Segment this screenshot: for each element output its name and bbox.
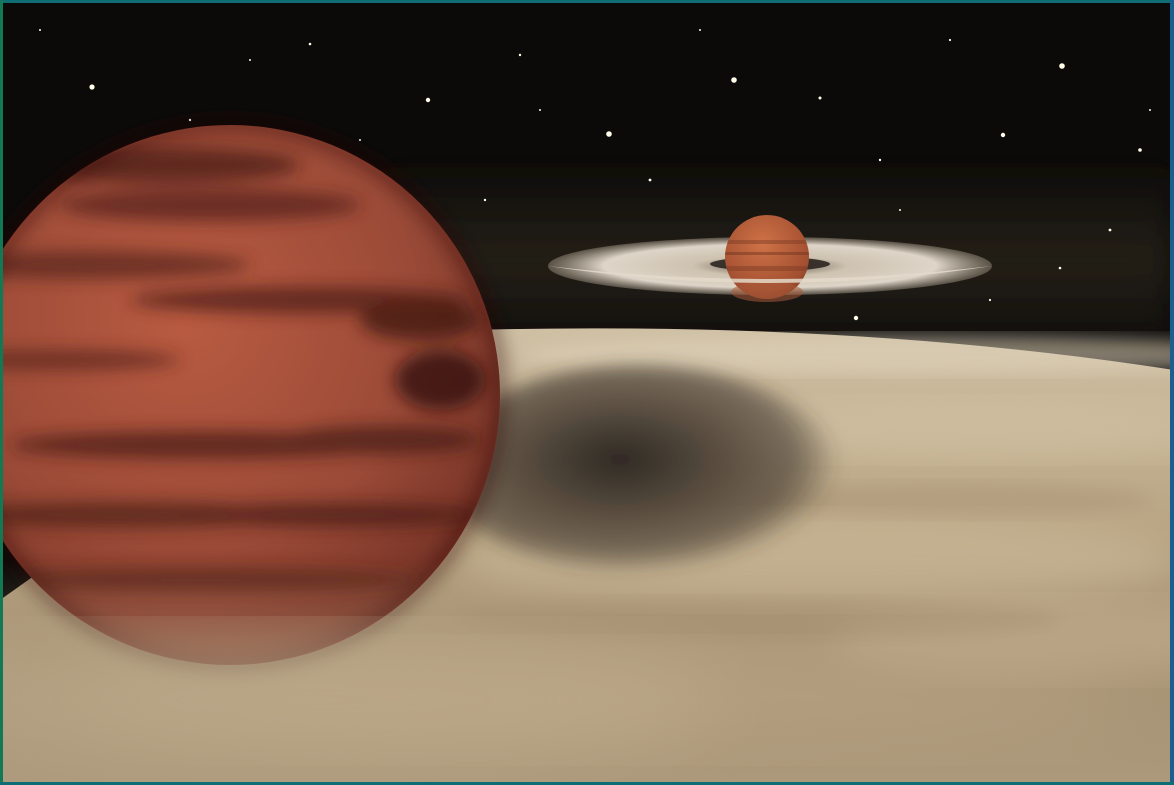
frame-edge-right [1170, 0, 1174, 785]
far-ring-front [548, 266, 992, 283]
haze-cloud [0, 630, 720, 770]
frame-edge-bottom [0, 782, 1174, 785]
planet-shadow [440, 365, 840, 575]
far-planet [725, 215, 809, 302]
frame-edge-top [0, 0, 1174, 3]
frame-edge-left [0, 0, 3, 785]
